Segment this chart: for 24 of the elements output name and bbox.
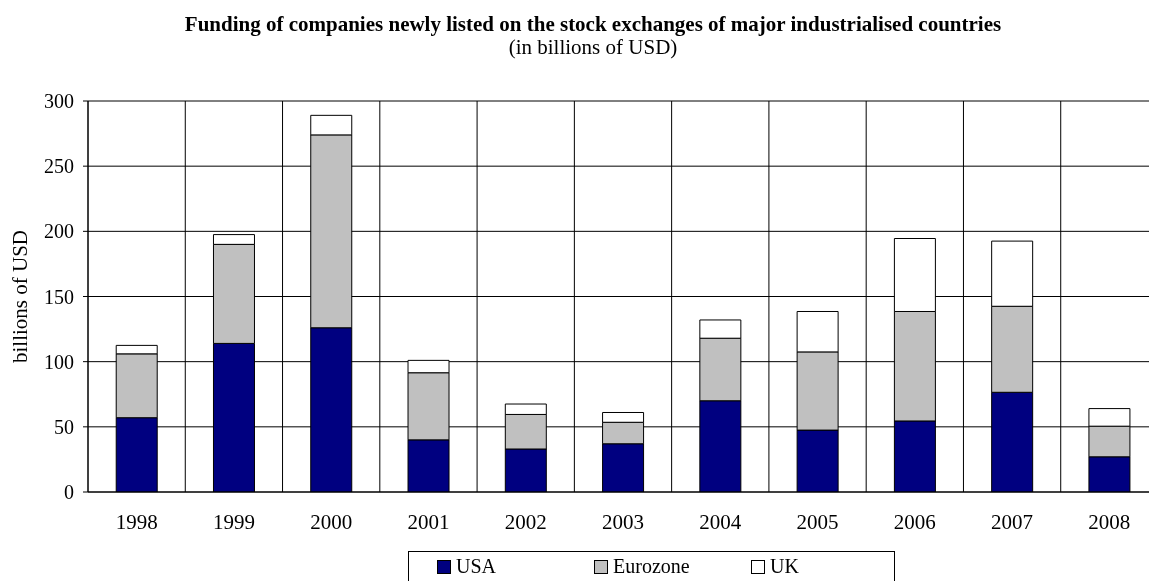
y-tick-label: 100 bbox=[44, 350, 74, 373]
x-tick-label: 2007 bbox=[991, 509, 1034, 534]
y-tick-label: 250 bbox=[44, 155, 74, 178]
y-tick-label: 300 bbox=[44, 90, 74, 113]
x-tick-label: 2002 bbox=[504, 509, 547, 534]
legend-label: Eurozone bbox=[613, 555, 690, 578]
y-tick-label: 0 bbox=[64, 481, 74, 504]
x-tick-label: 2006 bbox=[893, 509, 936, 534]
chart-title: Funding of companies newly listed on the stock exchanges of major industrialised countries bbox=[183, 12, 1003, 36]
x-tick-label: 1998 bbox=[115, 509, 158, 534]
x-tick-label: 2000 bbox=[310, 509, 353, 534]
x-tick-label: 2008 bbox=[1088, 509, 1131, 534]
x-tick-label: 2001 bbox=[407, 509, 450, 534]
legend-label: USA bbox=[456, 555, 497, 578]
x-tick-label: 2004 bbox=[699, 509, 742, 534]
chart-subtitle: (in billions of USD) bbox=[507, 35, 678, 59]
legend-label: UK bbox=[770, 555, 799, 578]
x-tick-label: 1999 bbox=[212, 509, 255, 534]
y-axis-title: billions of USD bbox=[8, 229, 32, 364]
x-tick-label: 2003 bbox=[602, 509, 644, 534]
y-tick-label: 50 bbox=[54, 415, 74, 438]
y-tick-label: 150 bbox=[44, 285, 74, 308]
y-tick-label: 200 bbox=[44, 220, 74, 243]
x-tick-label: 2005 bbox=[796, 509, 839, 534]
